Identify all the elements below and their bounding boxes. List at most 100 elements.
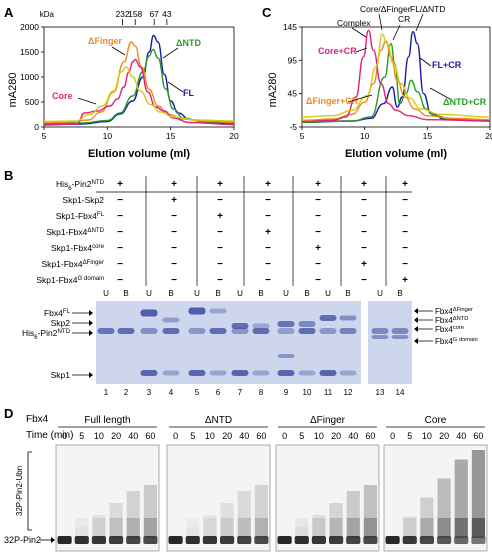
panel-label-c: C xyxy=(262,5,272,20)
panel-d-ubn-smear-lower xyxy=(437,518,451,536)
panel-d-blot xyxy=(55,444,160,552)
panel-d: Full length 0 5 10 20 40 60 ΔNTD 0 5 10 20 40 60 ΔFing… xyxy=(55,415,488,552)
panel-b-cell: − xyxy=(217,275,223,286)
panel-b-cell: − xyxy=(171,211,177,222)
panel-b-left-marker: Skp1 xyxy=(51,370,71,380)
panel-d-ubn-smear-lower xyxy=(109,518,123,536)
panel-d-time-tick: 10 xyxy=(422,431,432,441)
gel-band xyxy=(252,370,270,376)
panel-d-pin2-band xyxy=(329,536,344,544)
panel-b-ub-label: U xyxy=(194,289,200,298)
panel-d-pin2-band xyxy=(419,536,434,544)
panel-b-cell: − xyxy=(171,227,177,238)
panel-b-cell: + xyxy=(402,179,408,190)
panel-b-ub-label: B xyxy=(397,289,402,298)
panel-d-ubn-smear xyxy=(109,503,123,538)
panel-d-group-label: Full length xyxy=(84,415,130,426)
panel-d-ubn-smear xyxy=(420,497,434,538)
panel-b-cell: − xyxy=(361,227,367,238)
chartC-curve-label-leader xyxy=(347,94,373,103)
chart-c-xlabel: Elution volume (ml) xyxy=(345,148,447,160)
gel-band xyxy=(209,370,227,376)
panel-label-b: B xyxy=(4,168,13,183)
panel-b-cell: − xyxy=(402,227,408,238)
panel-b-cell: − xyxy=(117,243,123,254)
panel-d-time-tick: 60 xyxy=(473,431,483,441)
peak-label-complex: Complex xyxy=(337,18,371,28)
panel-d-time-tick: 0 xyxy=(282,431,287,441)
panel-b-ub-label: B xyxy=(258,289,263,298)
panel-b-ub-label: U xyxy=(103,289,109,298)
gel-band xyxy=(117,328,135,334)
chart-a-size-marker-label: 67 xyxy=(149,9,159,19)
panel-d-ubn-smear xyxy=(254,485,268,538)
panel-b-row-label: Skp1-Fbx4core xyxy=(51,243,105,254)
panel-d-pin2-band xyxy=(168,536,183,544)
panel-b-ub-label: B xyxy=(215,289,220,298)
panel-b-cell: + xyxy=(217,179,223,190)
panel-d-pin2-band xyxy=(277,536,292,544)
panel-d-time-tick: 10 xyxy=(314,431,324,441)
panel-b-cell: + xyxy=(265,179,271,190)
panel-d-pin2-band xyxy=(294,536,309,544)
panel-d-time-tick: 60 xyxy=(256,431,266,441)
panel-d-group-label: ΔNTD xyxy=(205,415,232,426)
panel-b-ub-label: B xyxy=(123,289,128,298)
panel-b-cell: − xyxy=(217,227,223,238)
panel-b-gel xyxy=(96,301,412,384)
gel-band xyxy=(371,328,389,334)
peak-arrow-fl-dntd xyxy=(415,13,424,32)
gel-band xyxy=(391,335,409,339)
gel-band xyxy=(231,328,249,334)
panel-b-cell: − xyxy=(265,259,271,270)
chartC-ytick-label: 145 xyxy=(283,22,297,32)
panel-d-time-tick: 0 xyxy=(390,431,395,441)
panel-d-pin2-band xyxy=(57,536,72,544)
chart-a-kda-label: kDa xyxy=(40,10,55,19)
panel-d-ubn-smear xyxy=(471,450,485,538)
panel-b-cell: − xyxy=(217,259,223,270)
chartC-xtick-label: 10 xyxy=(360,131,370,141)
chart-a-size-marker-label: 232 xyxy=(115,9,129,19)
panel-b-cell: + xyxy=(171,195,177,206)
panel-d-ubn-smear xyxy=(75,527,89,538)
panel-d-ubn-smear-lower xyxy=(295,518,309,536)
panel-b-right-marker: Fbx4core xyxy=(435,325,464,334)
panel-b-cell: − xyxy=(315,227,321,238)
gel-band xyxy=(252,328,270,334)
gel-band xyxy=(298,328,316,334)
chart-a-xlabel: Elution volume (ml) xyxy=(88,148,190,160)
panel-d-pin2-band xyxy=(346,536,361,544)
panel-d-row-label: Fbx4 xyxy=(26,414,49,425)
panel-d-pin2-band xyxy=(91,536,106,544)
panel-d-time-tick: 0 xyxy=(62,431,67,441)
gel-band xyxy=(231,323,249,329)
gel-band xyxy=(339,315,357,321)
panel-b-left-marker: Skp2 xyxy=(51,318,71,328)
gel-b-right xyxy=(368,301,412,384)
peak-arrow-complex xyxy=(351,27,367,38)
panel-d-ubn-smear-lower xyxy=(329,518,343,536)
panel-b-cell: + xyxy=(402,275,408,286)
chart-c: 5 10 15 20 -5 45 95 145 Core+CR FL+CR ΔFinger+CR Δ… xyxy=(283,22,492,141)
panel-b-cell: − xyxy=(171,275,177,286)
panel-b-right-marker-arrowhead xyxy=(414,326,418,332)
gel-band xyxy=(298,321,316,327)
chartC-ytick-label: 95 xyxy=(288,55,298,65)
panel-b-cell: + xyxy=(315,243,321,254)
pin2-label: 32P-Pin2 xyxy=(4,535,41,545)
gel-band xyxy=(140,309,158,317)
chart-a-size-marker-label: 43 xyxy=(162,9,172,19)
panel-b-cell: − xyxy=(217,243,223,254)
panel-b-lane-number: 8 xyxy=(259,388,264,397)
gel-band xyxy=(162,328,180,334)
chart-a-ylabel: mA280 xyxy=(7,73,19,108)
panel-b-cell: + xyxy=(361,179,367,190)
panel-b-cell: − xyxy=(117,259,123,270)
chartA-curve-label: ΔNTD xyxy=(176,38,201,48)
panel-b-cell: − xyxy=(402,243,408,254)
panel-b-cell: + xyxy=(217,211,223,222)
panel-b-cell: − xyxy=(361,211,367,222)
panel-d-time-tick: 10 xyxy=(205,431,215,441)
panel-b-cell: − xyxy=(315,259,321,270)
